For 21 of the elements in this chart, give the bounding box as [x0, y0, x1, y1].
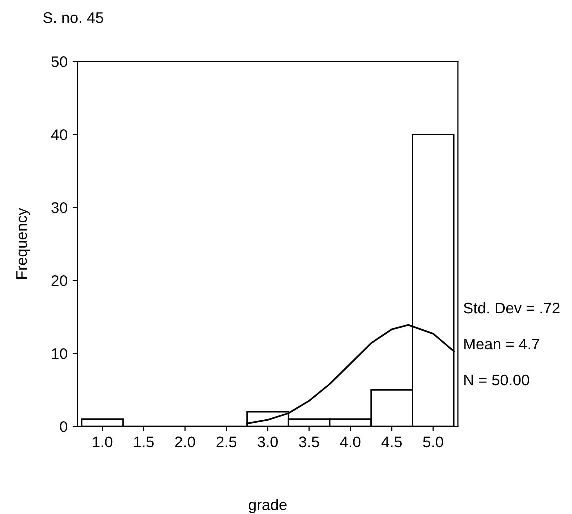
chart-title: S. no. 45	[44, 12, 104, 24]
y-tick-label: 50	[52, 56, 68, 68]
text: Std. Dev = .72	[464, 302, 560, 314]
y-tick-label: 40	[51, 130, 68, 140]
y-tick-label: 20	[52, 276, 68, 286]
y-tick-label: 30	[52, 202, 68, 214]
x-tick-label: 4.0	[340, 436, 361, 448]
y-tick-label: 0	[60, 421, 68, 432]
x-tick-label: 5.0	[423, 436, 444, 448]
text: N = 50.00	[464, 374, 530, 386]
x-tick-label: 2.5	[216, 436, 237, 448]
x-tick-label: 2.0	[175, 436, 196, 448]
x-tick-label: 3.5	[299, 436, 320, 448]
x-tick-label: 1.5	[134, 436, 154, 448]
x-axis-title: grade	[249, 499, 287, 514]
x-tick-label: 4.5	[382, 436, 402, 448]
text: Mean = 4.7	[464, 339, 540, 350]
y-axis-title: Frequency	[16, 208, 30, 279]
x-tick-label: 1.0	[93, 436, 113, 448]
x-tick-label: 3.0	[258, 436, 278, 448]
y-tick-label: 10	[52, 348, 68, 360]
